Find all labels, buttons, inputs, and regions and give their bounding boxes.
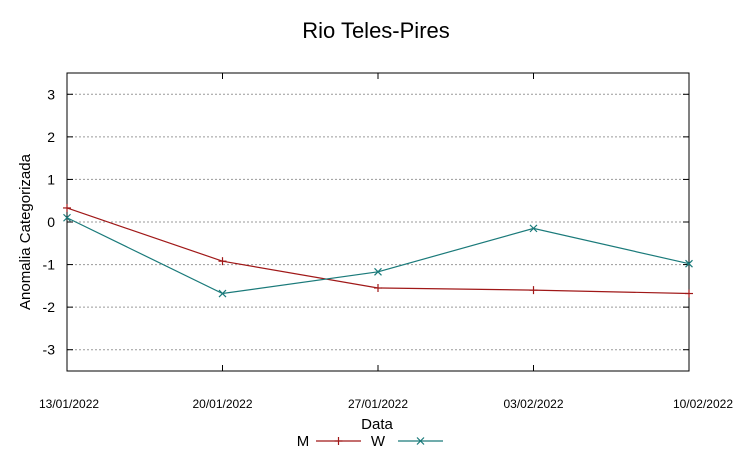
- x-tick-label: 13/01/2022: [39, 397, 99, 411]
- data-point: [685, 289, 693, 298]
- series-W: [63, 213, 693, 298]
- data-point: [63, 203, 71, 212]
- data-point: [529, 286, 538, 295]
- legend-item-M: M: [297, 433, 361, 450]
- data-point: [218, 289, 227, 298]
- data-point: [63, 213, 71, 222]
- legend-label: W: [371, 433, 386, 450]
- x-tick-label: 10/02/2022: [673, 397, 733, 411]
- x-axis: 13/01/2022 20/01/2022 27/01/2022 03/02/2022…: [39, 73, 733, 411]
- chart-title: Rio Teles-Pires: [302, 18, 450, 43]
- legend-label: M: [297, 433, 310, 450]
- y-tick-label: 3: [47, 86, 55, 102]
- series-M: [63, 203, 693, 298]
- x-tick-label: 27/01/2022: [348, 397, 408, 411]
- data-point: [218, 257, 227, 266]
- series-line: [66, 217, 690, 295]
- legend-item-W: W: [371, 433, 443, 450]
- data-point: [374, 283, 382, 292]
- y-tick-label: -3: [43, 342, 56, 358]
- y-tick-label: -1: [43, 257, 56, 273]
- series-line: [66, 207, 690, 295]
- y-tick-label: 0: [47, 214, 55, 230]
- y-tick-label: 1: [47, 171, 55, 187]
- grid-lines: [67, 93, 689, 351]
- x-axis-label: Data: [361, 416, 393, 433]
- x-tick-label: 03/02/2022: [503, 397, 563, 411]
- y-tick-label: -2: [43, 299, 56, 315]
- data-point: [529, 224, 538, 233]
- data-point: [685, 259, 693, 268]
- data-point: [374, 267, 382, 276]
- y-tick-label: 2: [47, 129, 55, 145]
- series-lines: [63, 203, 693, 298]
- y-axis-label: Anomalia Categorizada: [17, 153, 34, 310]
- x-tick-label: 20/01/2022: [192, 397, 252, 411]
